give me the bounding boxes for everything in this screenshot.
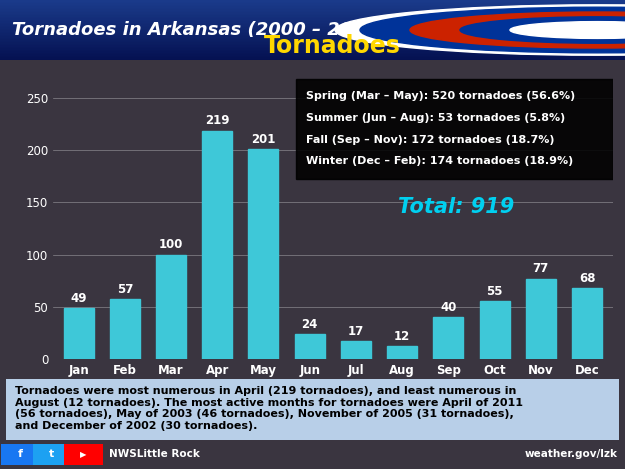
- Bar: [0, 40, 625, 42]
- Bar: [0, 38, 625, 39]
- Bar: [0, 3, 625, 5]
- Text: 55: 55: [486, 285, 503, 298]
- Bar: [0, 31, 625, 33]
- Bar: [0, 20, 625, 21]
- Bar: [0, 15, 625, 16]
- Bar: [0, 46, 625, 48]
- Bar: [0, 5, 625, 6]
- Text: Tornadoes: Tornadoes: [264, 34, 401, 58]
- Bar: [0, 33, 625, 35]
- FancyBboxPatch shape: [64, 444, 102, 465]
- Bar: [526, 279, 556, 359]
- Text: Total: 919: Total: 919: [398, 197, 514, 217]
- Bar: [0, 39, 625, 40]
- Bar: [0, 36, 625, 38]
- FancyBboxPatch shape: [296, 79, 612, 179]
- Bar: [341, 341, 371, 359]
- Bar: [572, 288, 602, 359]
- Text: Spring (Mar – May): 520 tornadoes (56.6%): Spring (Mar – May): 520 tornadoes (56.6%…: [306, 91, 575, 101]
- Bar: [249, 149, 279, 359]
- Circle shape: [410, 12, 625, 48]
- FancyBboxPatch shape: [1, 444, 40, 465]
- Bar: [0, 10, 625, 12]
- Text: 100: 100: [159, 238, 183, 251]
- Bar: [0, 1, 625, 3]
- Circle shape: [360, 7, 625, 53]
- Text: weather.gov/lzk: weather.gov/lzk: [524, 449, 618, 460]
- Text: 68: 68: [579, 272, 596, 285]
- Bar: [479, 302, 509, 359]
- Text: 49: 49: [70, 292, 87, 304]
- Bar: [0, 18, 625, 20]
- Bar: [0, 54, 625, 55]
- Text: 17: 17: [348, 325, 364, 338]
- Text: 77: 77: [532, 263, 549, 275]
- Bar: [0, 57, 625, 59]
- Text: Weather Forecast Office
Little Rock, AR: Weather Forecast Office Little Rock, AR: [472, 16, 605, 38]
- Text: 12: 12: [394, 330, 410, 343]
- Bar: [0, 21, 625, 23]
- Bar: [0, 14, 625, 15]
- Bar: [0, 42, 625, 44]
- Bar: [0, 0, 625, 1]
- Bar: [0, 50, 625, 51]
- Text: Tornadoes in Arkansas (2000 – 2023): Tornadoes in Arkansas (2000 – 2023): [12, 21, 386, 39]
- Bar: [0, 12, 625, 14]
- Bar: [0, 53, 625, 54]
- Text: f: f: [18, 449, 23, 460]
- Bar: [0, 51, 625, 53]
- Circle shape: [510, 22, 625, 38]
- Bar: [0, 44, 625, 45]
- Bar: [0, 29, 625, 30]
- Bar: [202, 130, 232, 359]
- Bar: [0, 48, 625, 50]
- Text: 201: 201: [251, 133, 276, 146]
- Bar: [0, 35, 625, 36]
- Text: 40: 40: [440, 301, 457, 314]
- Circle shape: [460, 17, 625, 43]
- Bar: [0, 59, 625, 60]
- Text: NWSLittle Rock: NWSLittle Rock: [109, 449, 200, 460]
- Bar: [156, 255, 186, 359]
- Bar: [0, 8, 625, 9]
- Bar: [0, 55, 625, 57]
- Text: t: t: [49, 449, 54, 460]
- Bar: [0, 25, 625, 27]
- Bar: [0, 9, 625, 10]
- Bar: [0, 45, 625, 46]
- Bar: [294, 334, 325, 359]
- Text: Winter (Dec – Feb): 174 tornadoes (18.9%): Winter (Dec – Feb): 174 tornadoes (18.9%…: [306, 156, 573, 166]
- Bar: [0, 16, 625, 18]
- Text: 219: 219: [205, 114, 229, 128]
- Bar: [0, 30, 625, 31]
- Bar: [433, 317, 463, 359]
- Text: 57: 57: [117, 283, 133, 296]
- Text: ▶: ▶: [80, 450, 86, 459]
- Text: Summer (Jun – Aug): 53 tornadoes (5.8%): Summer (Jun – Aug): 53 tornadoes (5.8%): [306, 113, 565, 123]
- Bar: [387, 346, 417, 359]
- Text: 24: 24: [301, 318, 318, 331]
- Bar: [0, 23, 625, 24]
- Bar: [0, 6, 625, 8]
- FancyBboxPatch shape: [0, 378, 625, 441]
- Text: Tornadoes were most numerous in April (219 tornadoes), and least numerous in
Aug: Tornadoes were most numerous in April (2…: [16, 386, 524, 431]
- Text: Fall (Sep – Nov): 172 tornadoes (18.7%): Fall (Sep – Nov): 172 tornadoes (18.7%): [306, 135, 554, 144]
- Circle shape: [335, 5, 625, 55]
- Bar: [0, 24, 625, 25]
- Bar: [0, 27, 625, 29]
- Bar: [110, 299, 140, 359]
- Bar: [64, 308, 94, 359]
- FancyBboxPatch shape: [32, 444, 71, 465]
